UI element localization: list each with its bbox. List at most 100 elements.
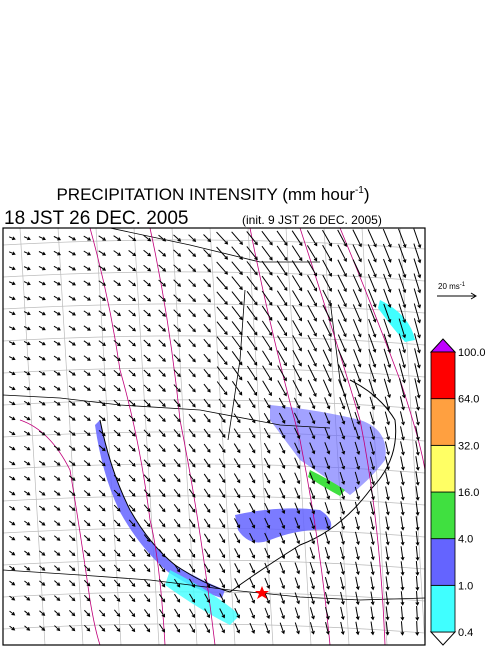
wind-arrow bbox=[324, 397, 331, 410]
wind-arrow bbox=[400, 531, 405, 546]
wind-arrow bbox=[9, 475, 16, 481]
contour bbox=[19, 419, 101, 646]
wind-arrow bbox=[38, 340, 46, 346]
wind-arrow bbox=[9, 580, 16, 586]
wind-arrow bbox=[173, 533, 181, 543]
wind-arrow bbox=[98, 400, 106, 407]
wind-arrow bbox=[203, 249, 212, 258]
wind-arrow bbox=[322, 259, 332, 277]
wind-arrow bbox=[38, 266, 46, 271]
wind-arrow bbox=[83, 520, 91, 527]
title-end: ) bbox=[364, 185, 370, 204]
wind-arrow bbox=[385, 501, 390, 516]
wind-arrow bbox=[24, 475, 31, 481]
wind-arrow bbox=[53, 295, 61, 301]
wind-arrow bbox=[173, 578, 181, 588]
wind-arrow bbox=[83, 355, 91, 361]
wind-arrow bbox=[113, 579, 121, 587]
wind-arrow bbox=[279, 457, 286, 469]
wind-arrow bbox=[23, 251, 31, 256]
wind-arrow bbox=[219, 548, 226, 559]
wind-arrow bbox=[276, 275, 288, 292]
wind-arrow bbox=[277, 335, 287, 352]
wind-arrow bbox=[128, 414, 136, 422]
precip-band bbox=[308, 470, 345, 496]
wind-arrow bbox=[322, 334, 332, 353]
wind-arrow bbox=[309, 577, 315, 590]
wind-arrow bbox=[98, 355, 106, 362]
wind-arrow bbox=[292, 364, 302, 382]
wind-arrow bbox=[277, 320, 288, 337]
wind-arrow bbox=[231, 291, 243, 306]
wind-arrow bbox=[83, 295, 91, 301]
wind-arrow bbox=[144, 609, 151, 618]
wind-arrow bbox=[337, 289, 347, 308]
wind-arrow bbox=[218, 413, 226, 423]
wind-arrow bbox=[261, 320, 273, 336]
wind-arrow bbox=[248, 443, 256, 454]
wind-arrow bbox=[158, 234, 167, 242]
wind-arrow bbox=[38, 370, 46, 376]
wind-arrow bbox=[98, 445, 106, 452]
borders bbox=[2, 227, 426, 601]
wind-arrow bbox=[307, 289, 317, 307]
wind-arrow bbox=[68, 550, 76, 557]
wind-arrow bbox=[368, 378, 377, 398]
wind-arrow bbox=[8, 326, 16, 331]
grid-line bbox=[2, 367, 426, 378]
wind-arrow bbox=[218, 443, 226, 454]
wind-arrow bbox=[398, 228, 407, 249]
wind-arrow bbox=[218, 428, 226, 438]
wind-arrow bbox=[143, 354, 151, 362]
wind-arrow bbox=[53, 505, 61, 511]
wind-arrow bbox=[337, 334, 347, 353]
wind-arrow bbox=[278, 397, 286, 409]
wind-arrow bbox=[8, 341, 16, 346]
wind-arrow bbox=[143, 294, 152, 302]
wind-arrow bbox=[231, 246, 243, 261]
wind-arrow bbox=[203, 323, 211, 333]
wind-arrow bbox=[173, 234, 182, 242]
wind-arrow bbox=[368, 333, 377, 353]
wind-arrow bbox=[113, 474, 121, 482]
wind-arrow bbox=[246, 261, 258, 276]
wind-arrow bbox=[337, 319, 347, 338]
wind-arrow bbox=[188, 369, 196, 378]
wind-arrow bbox=[398, 243, 407, 264]
wind-arrow bbox=[339, 516, 345, 530]
wind-arrow bbox=[173, 309, 181, 317]
wind-arrow bbox=[385, 591, 390, 606]
wind-arrow bbox=[234, 593, 241, 604]
wind-arrow bbox=[54, 565, 61, 571]
wind-arrow bbox=[339, 486, 346, 500]
wind-arrow bbox=[203, 428, 211, 438]
wind-arrow bbox=[113, 459, 121, 467]
colorbar-label: 100.0 bbox=[458, 347, 486, 359]
wind-arrow bbox=[247, 380, 258, 396]
wind-arrow bbox=[158, 429, 166, 438]
wind-arrow bbox=[400, 486, 405, 501]
wind-arrow bbox=[383, 303, 392, 324]
wind-arrow bbox=[9, 371, 16, 376]
wind-arrow bbox=[38, 236, 46, 241]
wind-arrow bbox=[307, 274, 318, 292]
map bbox=[2, 227, 426, 646]
wind-arrow bbox=[158, 474, 166, 483]
wind-arrow bbox=[370, 561, 375, 576]
wind-arrow bbox=[203, 279, 212, 288]
wind-arrow bbox=[98, 415, 106, 422]
wind-arrow bbox=[261, 290, 273, 306]
wind-arrow bbox=[128, 250, 137, 257]
wind-arrow bbox=[203, 383, 211, 393]
wind-arrow bbox=[189, 578, 196, 588]
wind-arrow bbox=[325, 606, 330, 620]
wind-arrow bbox=[158, 579, 166, 588]
wind-arrow bbox=[68, 310, 76, 316]
wind-arrow bbox=[264, 562, 271, 574]
wind-arrow bbox=[383, 333, 392, 354]
wind-arrow bbox=[216, 246, 229, 260]
wind-scale: 20 ms-1 bbox=[437, 282, 477, 300]
wind-arrow bbox=[414, 363, 421, 384]
wind-arrow bbox=[352, 274, 362, 293]
wind-arrow bbox=[189, 608, 195, 618]
